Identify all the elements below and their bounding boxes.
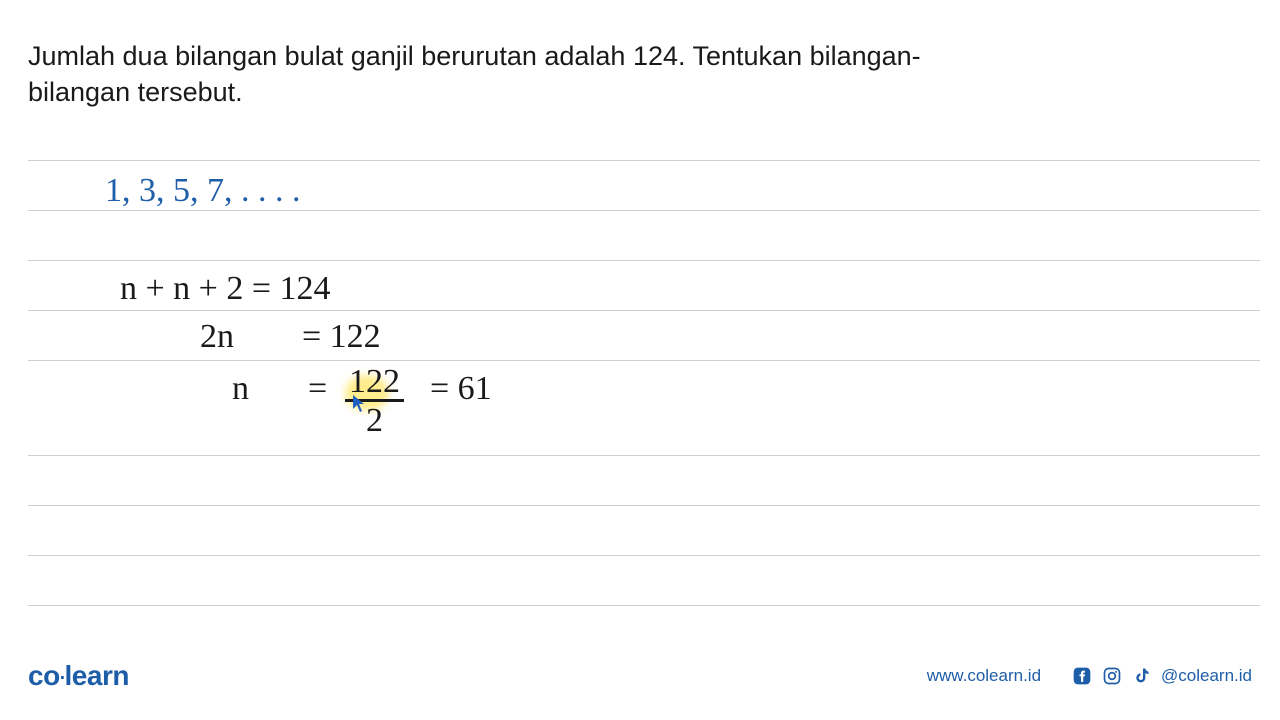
footer-right: www.colearn.id @colearn.id (927, 665, 1252, 687)
equation-3-left: n (232, 370, 249, 408)
ruled-line (28, 555, 1260, 556)
question-line-1: Jumlah dua bilangan bulat ganjil berurut… (28, 41, 921, 71)
footer: co·learn www.colearn.id @colearn.id (0, 660, 1280, 692)
ruled-line (28, 360, 1260, 361)
equation-2-left: 2n (200, 318, 234, 356)
equation-3-result: = 61 (430, 370, 492, 408)
ruled-line (28, 605, 1260, 606)
website-url: www.colearn.id (927, 666, 1041, 686)
social-group: @colearn.id (1071, 665, 1252, 687)
equation-2-right: = 122 (302, 318, 381, 356)
brand-logo: co·learn (28, 660, 129, 692)
odd-sequence: 1, 3, 5, 7, . . . . (105, 172, 301, 210)
logo-learn: learn (65, 660, 129, 691)
ruled-line (28, 210, 1260, 211)
ruled-line (28, 310, 1260, 311)
tiktok-icon (1131, 665, 1153, 687)
equation-3-equals: = (308, 370, 327, 408)
question-text: Jumlah dua bilangan bulat ganjil berurut… (28, 38, 921, 111)
logo-co: co (28, 660, 60, 691)
ruled-line (28, 505, 1260, 506)
ruled-line (28, 260, 1260, 261)
question-line-2: bilangan tersebut. (28, 77, 243, 107)
ruled-line (28, 160, 1260, 161)
ruled-line (28, 455, 1260, 456)
social-handle: @colearn.id (1161, 666, 1252, 686)
facebook-icon (1071, 665, 1093, 687)
equation-1: n + n + 2 = 124 (120, 270, 331, 308)
instagram-icon (1101, 665, 1123, 687)
cursor-arrow-icon (353, 395, 367, 418)
